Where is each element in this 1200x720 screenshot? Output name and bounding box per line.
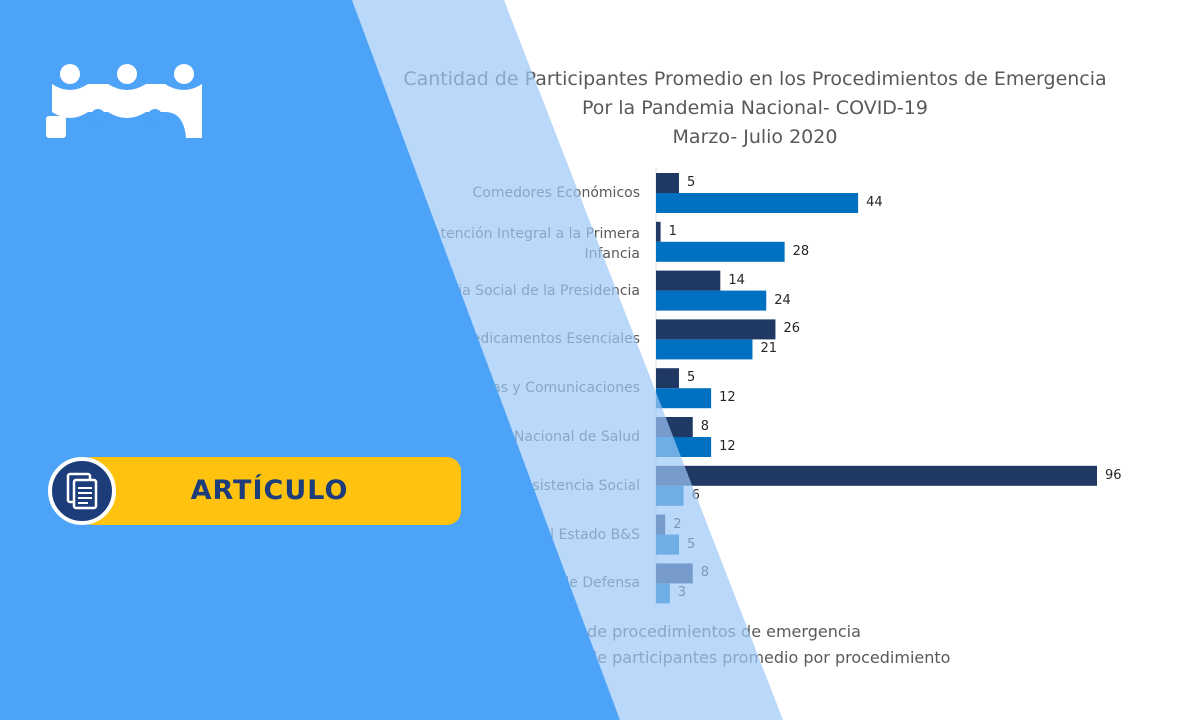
badge-pill: ARTÍCULO [78,457,461,525]
bar-primera-infancia-series-2 [656,241,785,262]
chart-period: Marzo- Julio 2020 [672,126,838,148]
data-label-obras-estado-series-1: 2 [673,516,682,532]
badge-label: ARTÍCULO [190,475,349,506]
legend-swatch [492,653,502,663]
bar-primera-infancia-series-1 [656,221,661,242]
bar-plan-asistencia-series-2 [656,290,767,311]
bar-salud-servicio-series-1 [656,417,693,437]
bar-salud-servicio-series-2 [656,437,712,457]
data-label-plan-asistencia-series-1: 14 [728,272,745,288]
category-label-comedores: Comedores Económicos [472,185,640,201]
category-label-obras-publicas: Ministerio de Obras Públicas y Comunicac… [309,380,640,397]
category-label-defensa: Ministerio de Defensa [487,575,640,592]
bar-obras-publicas-series-1 [656,368,679,389]
bar-plan-asistencia-series-1 [656,270,721,291]
data-label-obras-publicas-series-1: 5 [686,370,696,386]
data-label-primera-infancia-series-1: 1 [668,223,677,239]
bar-comedores-series-2 [656,193,859,213]
bar-salud-publica-series-1 [656,465,1097,486]
category-label-plan-asistencia: Plan Asistencia Social de la Presidencia [365,282,640,299]
data-label-comedores-series-1: 5 [686,175,696,190]
data-label-medicamentos-series-2: 21 [760,341,778,357]
bar-medicamentos-series-1 [656,319,776,340]
legend-item-participants: Cantidad de participantes promedio por p… [492,648,950,668]
data-label-salud-publica-series-2: 6 [691,487,700,503]
bar-obras-estado-series-1 [656,514,666,535]
data-label-salud-publica-series-1: 96 [1105,467,1122,483]
bar-defensa-series-1 [656,563,693,584]
data-label-plan-asistencia-series-2: 24 [774,292,791,308]
bar-defensa-series-2 [656,583,670,604]
category-label-salud-servicio: Servicio Nacional de Salud [453,429,640,445]
data-label-defensa-series-2: 3 [677,585,687,601]
data-label-salud-servicio-series-2: 12 [719,439,736,454]
legend-item-procedures: Cantidad de procedimientos de emergencia [492,622,861,642]
data-label-obras-publicas-series-2: 12 [719,390,736,406]
data-label-salud-servicio-series-1: 8 [700,419,710,434]
data-label-primera-infancia-series-2: 28 [792,243,810,259]
bar-obras-estado-series-2 [656,534,679,555]
chart-title: Cantidad de Participantes Promedio en lo… [403,68,1107,90]
document-icon [66,472,98,510]
bar-comedores-series-1 [656,173,679,193]
data-label-obras-estado-series-2: 5 [686,536,696,552]
legend-label: Cantidad de procedimientos de emergencia [510,622,861,641]
article-badge[interactable]: ARTÍCULO [48,455,461,527]
legend-label: Cantidad de participantes promedio por p… [510,648,951,667]
category-label-primera-infancia: Instituto Nacional de Atención Integral … [281,225,640,262]
category-label-medicamentos: Programa de Medicamentos Esenciales [365,331,640,348]
legend-swatch [492,627,502,637]
bar-salud-publica-series-2 [656,485,684,506]
bar-obras-publicas-series-2 [656,388,712,409]
category-label-obras-estado: ...ores de Obras del Estado B&S [416,526,640,543]
data-label-medicamentos-series-1: 26 [783,321,800,337]
data-label-comedores-series-2: 44 [866,195,883,210]
chart-subtitle: Por la Pandemia Nacional- COVID-19 [582,97,928,119]
bar-medicamentos-series-2 [656,339,753,360]
data-label-defensa-series-1: 8 [700,565,710,581]
badge-icon-circle [48,457,116,525]
